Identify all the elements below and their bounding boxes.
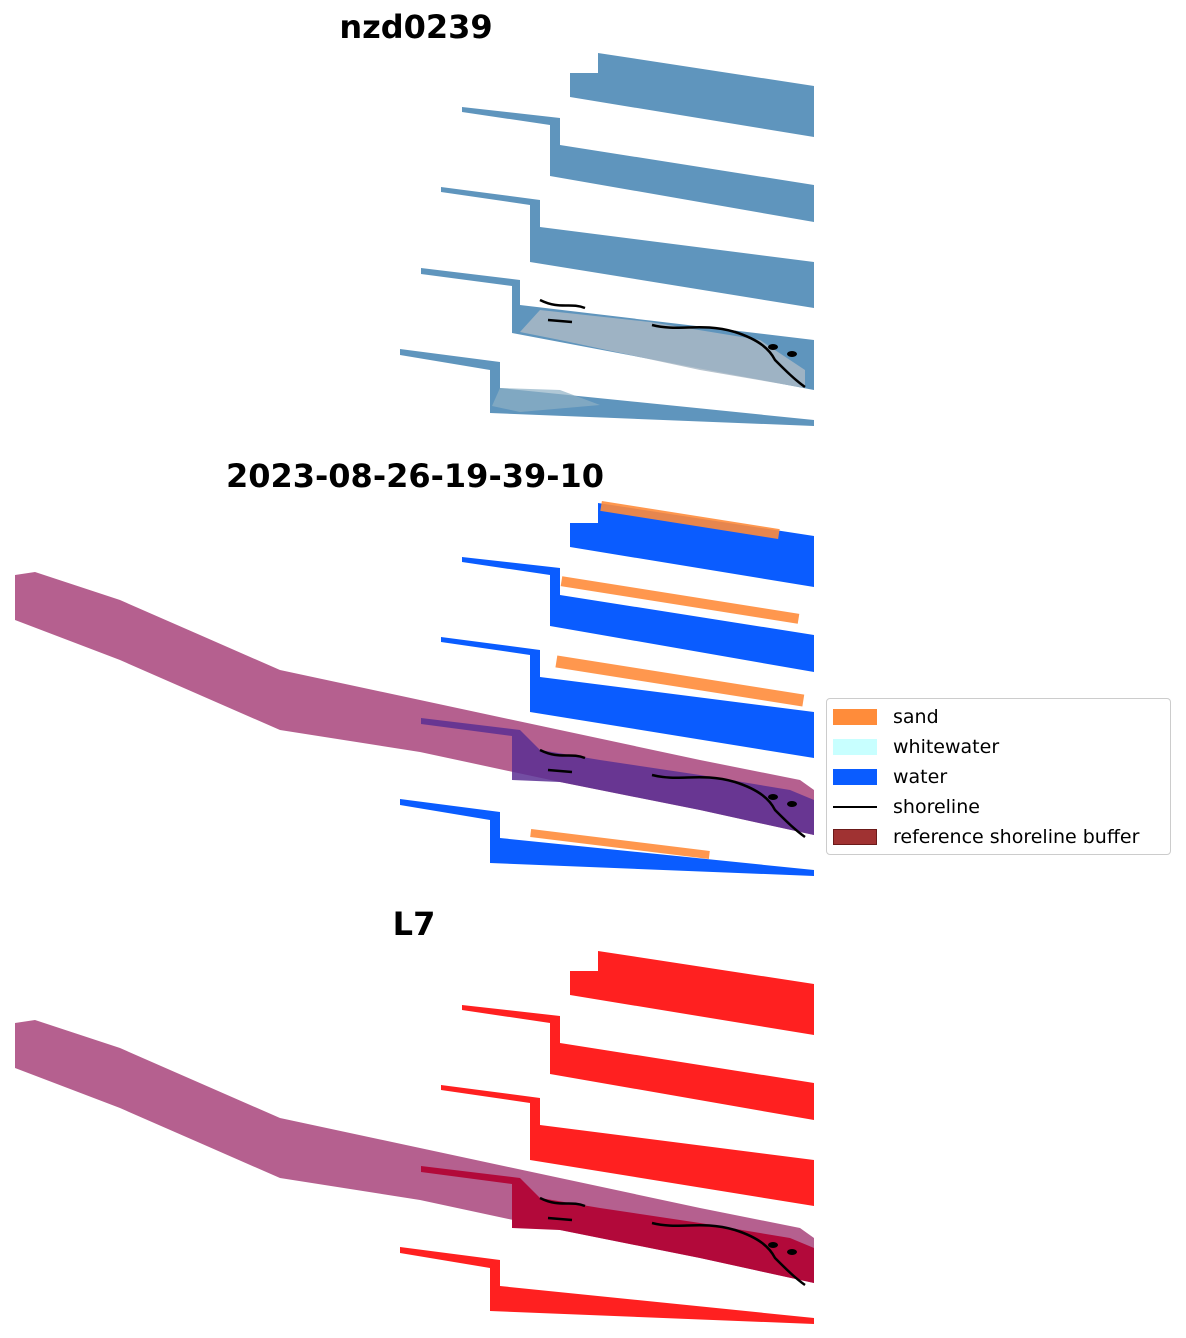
legend-item-reference-shoreline-buffer: reference shoreline buffer bbox=[833, 822, 1139, 852]
legend-label: reference shoreline buffer bbox=[893, 826, 1140, 848]
mndwi-image bbox=[15, 951, 814, 1324]
panel-title-1: nzd0239 bbox=[339, 8, 493, 46]
sand-patch bbox=[560, 576, 800, 624]
shoreline-trace bbox=[539, 298, 806, 389]
shoreline-blob bbox=[787, 801, 797, 807]
legend-item-water: water bbox=[833, 762, 947, 792]
water-strip-4 bbox=[400, 799, 814, 876]
legend-label: sand bbox=[893, 706, 939, 728]
image-strip-5 bbox=[400, 1247, 814, 1324]
image-strip-3 bbox=[441, 187, 814, 308]
image-strip-3 bbox=[441, 1085, 814, 1206]
image-strip-2 bbox=[462, 1005, 814, 1120]
legend-item-shoreline: shoreline bbox=[833, 792, 980, 822]
shoreline-blob bbox=[768, 344, 778, 350]
overlap-zone bbox=[421, 1166, 814, 1283]
sand-patch bbox=[600, 500, 780, 540]
legend-item-whitewater: whitewater bbox=[833, 732, 999, 762]
panel-title-2: 2023-08-26-19-39-10 bbox=[225, 457, 605, 495]
shoreline-line-swatch bbox=[833, 806, 877, 808]
sand-swatch bbox=[833, 709, 877, 725]
image-strip-1 bbox=[570, 951, 814, 1035]
shoreline-blob bbox=[787, 351, 797, 357]
water-swatch bbox=[833, 769, 877, 785]
buffer-swatch bbox=[833, 829, 877, 845]
water-strip-3 bbox=[441, 637, 814, 758]
water-strip-1 bbox=[570, 503, 814, 587]
shoreline-trace bbox=[539, 1196, 806, 1287]
shoreline-trace bbox=[539, 748, 806, 839]
shoreline-blob bbox=[768, 794, 778, 800]
sand-patch bbox=[555, 655, 805, 707]
image-strip-2 bbox=[462, 107, 814, 222]
whitewater-swatch bbox=[833, 739, 877, 755]
shoreline-blob bbox=[787, 1249, 797, 1255]
legend-label: shoreline bbox=[893, 796, 980, 818]
classification-image bbox=[15, 500, 814, 876]
sand-patch bbox=[530, 829, 710, 859]
beach-area-lower bbox=[492, 388, 600, 412]
cloud-patch bbox=[650, 140, 666, 150]
image-strip-1 bbox=[570, 53, 814, 137]
legend-item-sand: sand bbox=[833, 702, 939, 732]
legend: sand whitewater water shoreline referenc… bbox=[826, 698, 1171, 855]
beach-area bbox=[520, 310, 805, 388]
water-strip-2 bbox=[462, 557, 814, 672]
panel-title-3: L7 bbox=[392, 905, 436, 943]
legend-label: whitewater bbox=[893, 736, 1000, 758]
shoreline-blob bbox=[768, 1242, 778, 1248]
cloud-patch bbox=[650, 1038, 666, 1048]
satellite-rgb-image bbox=[400, 53, 814, 426]
legend-label: water bbox=[893, 766, 948, 788]
overlap-zone bbox=[421, 718, 814, 835]
